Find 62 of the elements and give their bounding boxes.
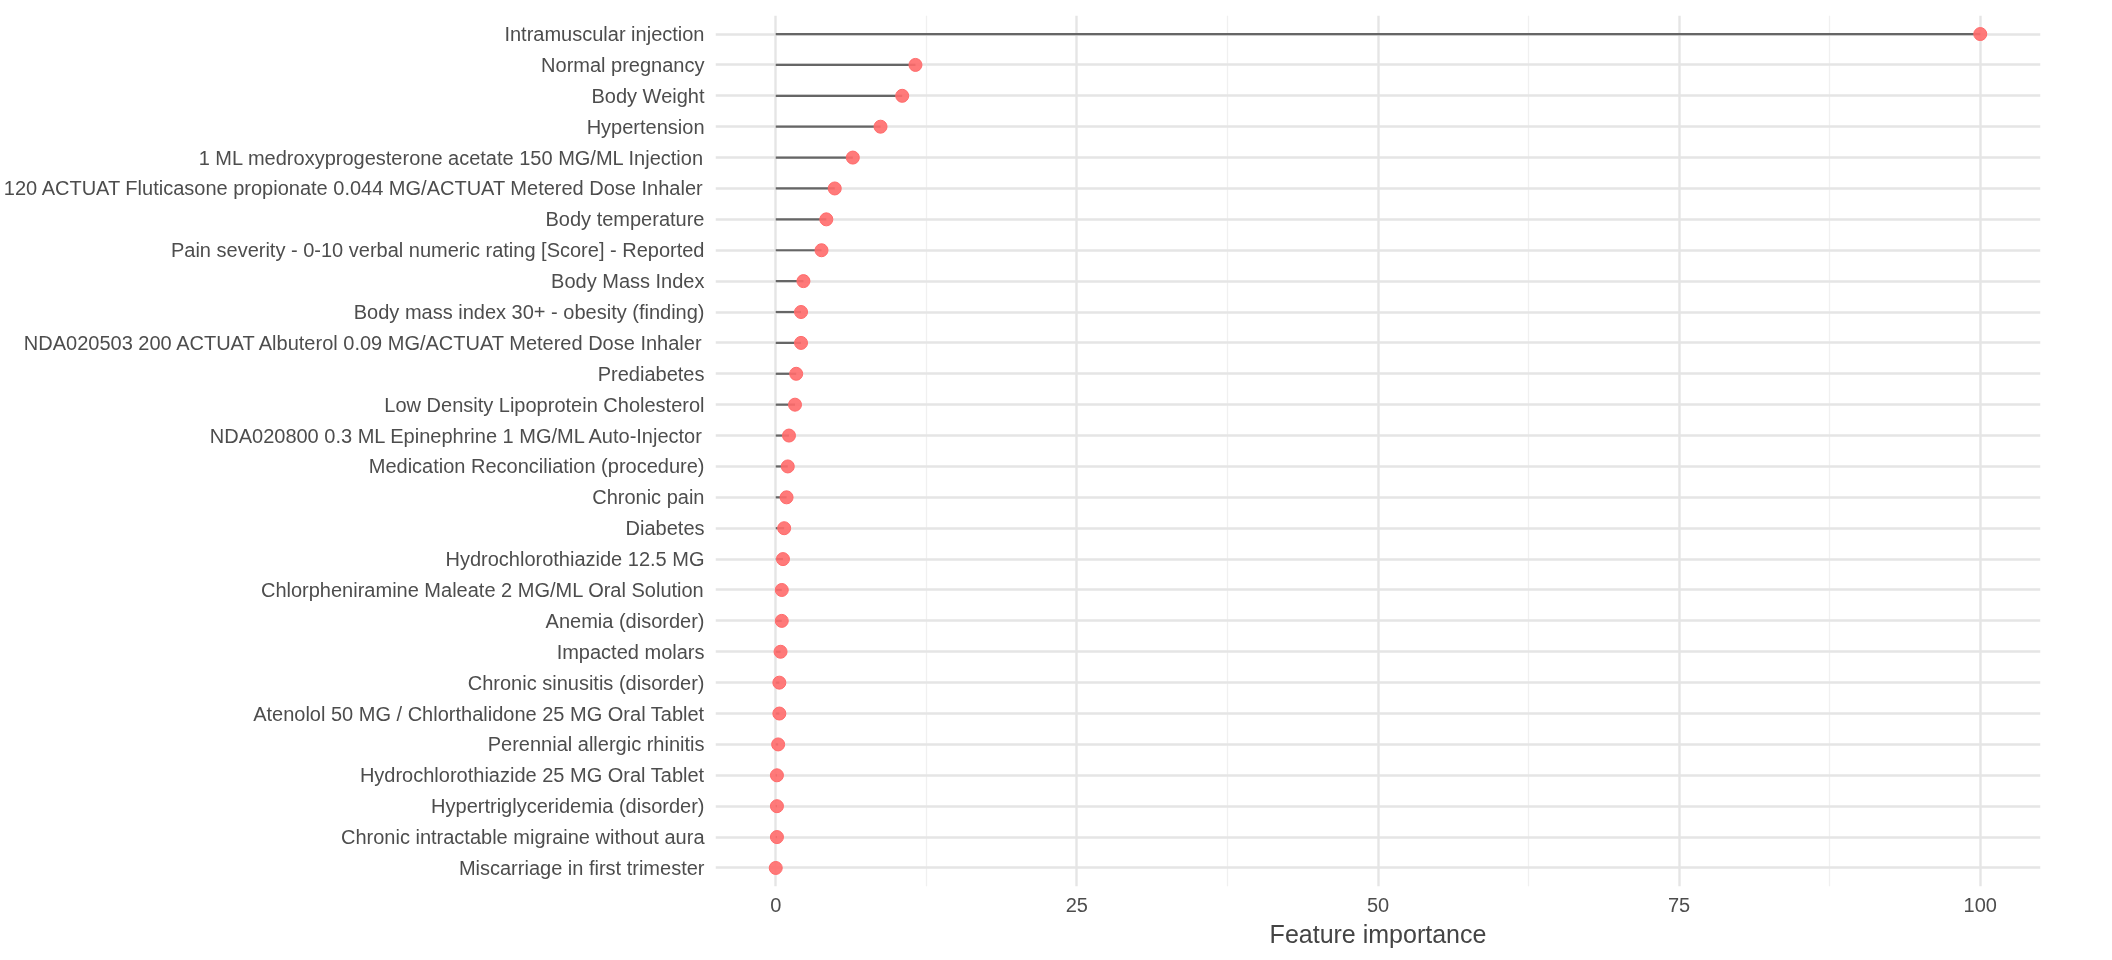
point (895, 88, 910, 103)
x-tick-label: 75 (1668, 893, 1691, 916)
point (768, 860, 783, 875)
point (774, 583, 789, 597)
point (781, 428, 796, 443)
point (774, 613, 789, 628)
y-tick-label: Hypertriglyceridemia (disorder) (431, 795, 705, 818)
y-tick-label: 1 ML medroxyprogesterone acetate 150 MG/ML Injection (198, 146, 704, 169)
y-tick-label: Perennial allergic rhinitis (487, 733, 705, 756)
point (771, 737, 786, 752)
point (796, 274, 811, 289)
x-tick-label: 25 (1065, 893, 1088, 916)
y-tick-label: Miscarriage in first trimester (458, 856, 705, 879)
point (789, 366, 804, 381)
y-tick-label: Hypertension (586, 115, 705, 138)
point (873, 119, 888, 134)
point (1973, 27, 1988, 42)
y-tick-label: Chronic intractable migraine without aura (340, 826, 706, 849)
y-tick-label: NDA020800 0.3 ML Epinephrine 1 MG/ML Auto-Injector (209, 424, 703, 447)
y-tick-label: Low Density Lipoprotein Cholesterol (384, 393, 705, 416)
y-tick-label: 120 ACTUAT Fluticasone propionate 0.044 MG/ACTUAT Metered Dose Inhaler (3, 177, 704, 200)
y-tick-label: Pain severity - 0-10 verbal numeric rating [Score] - Reported (170, 239, 705, 262)
y-tick-label: Chronic sinusitis (disorder) (467, 671, 705, 694)
point (819, 212, 834, 227)
x-tick-label: 0 (770, 893, 782, 916)
point (794, 335, 809, 350)
y-tick-label: Body temperature (545, 208, 705, 231)
point (772, 706, 787, 721)
point (845, 150, 860, 165)
point (777, 521, 792, 536)
point (772, 675, 787, 690)
point (769, 768, 784, 783)
y-tick-label: Body mass index 30+ - obesity (finding) (353, 301, 705, 324)
y-tick-label: Diabetes (625, 517, 705, 540)
y-tick-label: Intramuscular injection (504, 23, 705, 46)
y-tick-label: Body Weight (591, 84, 705, 107)
y-tick-label: NDA020503 200 ACTUAT Albuterol 0.09 MG/ACTUAT Metered Dose Inhaler (23, 331, 702, 354)
point (779, 490, 794, 505)
y-tick-label: Prediabetes (597, 362, 705, 385)
point (769, 830, 784, 845)
y-tick-label: Hydrochlorothiazide 12.5 MG (445, 548, 705, 571)
point (908, 57, 923, 72)
x-axis-title: Feature importance (1269, 919, 1487, 948)
y-tick-label: Anemia (disorder) (545, 609, 705, 632)
point (780, 459, 795, 474)
y-tick-label: Chronic pain (592, 486, 705, 509)
point (814, 243, 829, 258)
x-tick-label: 50 (1366, 893, 1390, 916)
y-tick-label: Atenolol 50 MG / Chlorthalidone 25 MG Oral Tablet (253, 702, 705, 725)
y-tick-label: Hydrochlorothiazide 25 MG Oral Tablet (359, 764, 705, 787)
y-tick-label: Chlorpheniramine Maleate 2 MG/ML Oral Solution (260, 578, 704, 601)
point (775, 552, 790, 567)
y-tick-label: Impacted molars (556, 640, 705, 663)
point (788, 397, 802, 412)
y-tick-label: Body Mass Index (551, 270, 705, 293)
point (773, 644, 788, 659)
point (827, 181, 842, 196)
x-tick-label: 100 (1963, 893, 1997, 916)
y-tick-label: Normal pregnancy (541, 53, 705, 76)
point (794, 305, 809, 319)
y-tick-label: Medication Reconciliation (procedure) (368, 455, 705, 478)
point (769, 799, 784, 814)
